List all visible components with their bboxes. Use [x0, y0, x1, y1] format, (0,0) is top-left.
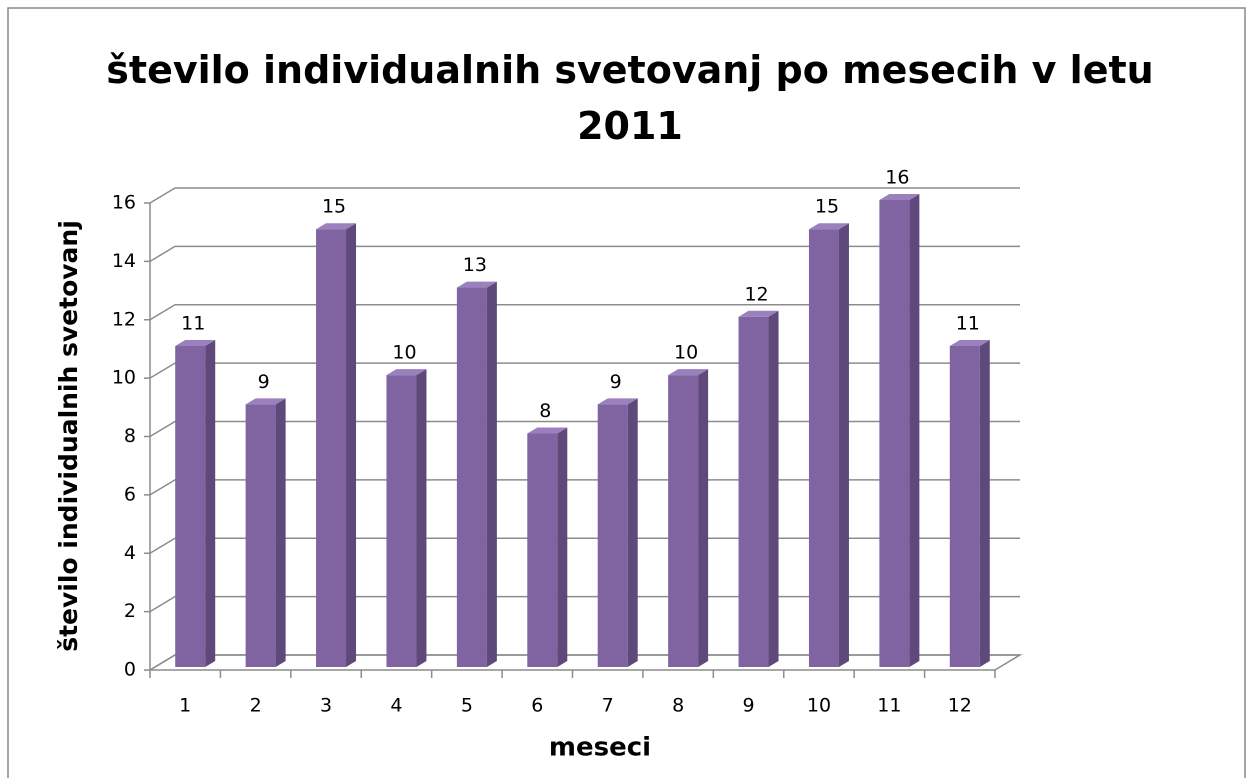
x-tick-label: 7 [602, 695, 614, 717]
x-tick-label: 4 [390, 695, 402, 717]
data-label: 15 [322, 196, 346, 218]
x-tick-label: 1 [179, 695, 191, 717]
data-label: 8 [539, 400, 551, 422]
grid-line [149, 595, 1020, 613]
bar [456, 287, 487, 667]
y-tick-label: 12 [112, 308, 136, 330]
bar-top [386, 369, 427, 376]
data-label: 9 [258, 371, 270, 393]
bar-top [175, 339, 216, 346]
bar-top [949, 339, 990, 346]
y-tick-label: 6 [124, 483, 136, 505]
x-tick-label: 8 [672, 695, 684, 717]
data-label: 13 [463, 254, 487, 276]
grid-line [149, 537, 1020, 554]
bar-side [205, 339, 216, 667]
bar-side [416, 369, 427, 667]
data-label: 15 [815, 196, 839, 218]
y-tick-label: 10 [112, 367, 136, 389]
bar-top [456, 281, 497, 288]
bar-top [879, 194, 920, 200]
bar-side [346, 223, 357, 667]
bar [316, 229, 347, 667]
bar-side [979, 339, 990, 667]
bar [527, 433, 558, 667]
chart-title: število individualnih svetovanj po mesec… [106, 48, 1154, 148]
grid-line [149, 187, 1020, 204]
bar [949, 345, 980, 667]
bar-top [316, 223, 357, 230]
x-tick-label: 11 [877, 695, 901, 717]
data-label: 11 [181, 312, 205, 334]
data-label: 10 [392, 342, 416, 364]
bar-side [838, 223, 849, 667]
x-tick-label: 10 [807, 695, 831, 717]
y-tick-label: 14 [112, 250, 136, 272]
grid-line [149, 420, 1020, 438]
bar-top [668, 369, 709, 376]
bar [597, 404, 628, 667]
data-label: 10 [674, 342, 698, 364]
bar-side [909, 194, 920, 667]
data-label: 11 [956, 312, 980, 334]
chart-border [7, 7, 1246, 778]
grid-line [149, 304, 1020, 321]
bar-top [527, 427, 568, 434]
bar-side [768, 310, 779, 667]
y-tick-label: 16 [112, 192, 136, 214]
bar [668, 375, 699, 667]
bar [879, 200, 910, 667]
x-tick-label: 9 [742, 695, 754, 717]
x-axis-title: meseci [549, 733, 651, 763]
bar-side [557, 427, 568, 667]
y-tick-label: 2 [124, 600, 136, 622]
bar-top [597, 398, 638, 405]
grid-line [149, 479, 1020, 496]
bar-side [486, 281, 497, 667]
grid-line [149, 654, 1020, 671]
data-label: 9 [610, 371, 622, 393]
bar-top [245, 398, 286, 405]
bar-top [738, 310, 779, 317]
bar-side [627, 398, 638, 667]
x-tick-label: 2 [250, 695, 262, 717]
data-label: 16 [885, 167, 909, 189]
x-tick-label: 6 [531, 695, 543, 717]
y-tick-label: 8 [124, 425, 136, 447]
bar-side [698, 369, 709, 667]
x-tick-label: 3 [320, 695, 332, 717]
bar-side [275, 398, 286, 667]
x-tick-label: 5 [461, 695, 473, 717]
bar [245, 404, 276, 667]
y-axis-title: število individualnih svetovanj [54, 220, 83, 652]
bar-top [808, 223, 849, 230]
data-label: 12 [744, 283, 768, 305]
grid-line [149, 362, 1020, 379]
y-tick-label: 0 [124, 659, 136, 681]
x-tick-label: 12 [948, 695, 972, 717]
grid-line [149, 245, 1020, 263]
y-tick-label: 4 [124, 542, 136, 564]
bar [175, 345, 206, 667]
bar [386, 375, 417, 667]
bar [738, 316, 769, 667]
bar [808, 229, 839, 667]
